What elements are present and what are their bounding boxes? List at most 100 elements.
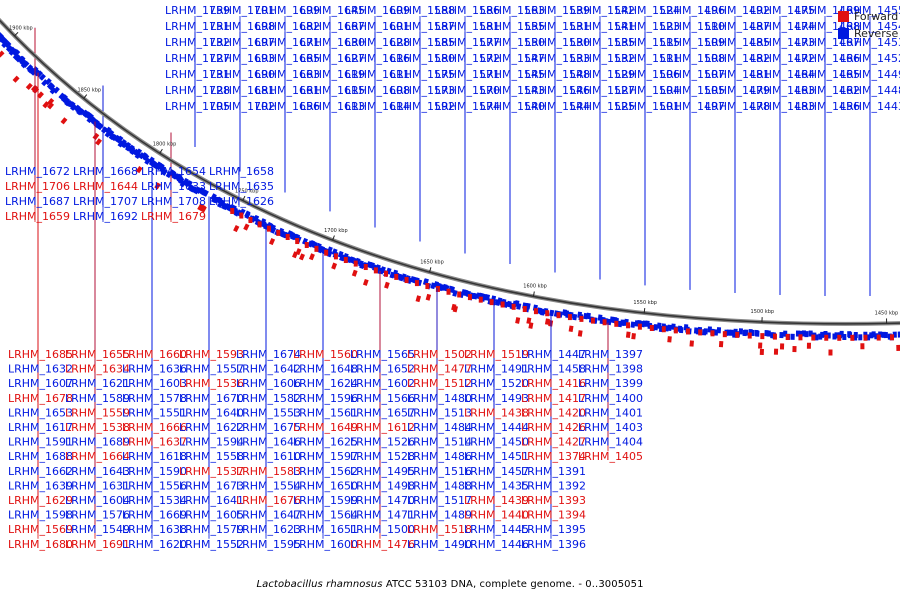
gene-feature [302,237,309,245]
gene-feature [760,333,765,340]
gene-label: LRHM_1549 [65,523,130,536]
gene-label: LRHM_1573 [390,84,455,97]
gene-feature [257,221,262,228]
legend-reverse: Reverse [838,25,898,42]
gene-label: LRHM_1515 [615,36,680,49]
gene-feature [5,45,13,53]
gene-label: LRHM_1647 [236,509,301,522]
gene-feature [169,170,177,178]
gene-feature [60,117,68,125]
gene-feature [679,326,684,334]
gene-label: LRHM_1405 [578,450,643,463]
gene-label: LRHM_1620 [122,538,187,551]
gene-label: LRHM_1682 [255,20,320,33]
gene-label: LRHM_1455 [840,4,900,17]
gene-label: LRHM_1699 [255,4,320,17]
gene-feature [860,343,865,350]
gene-label: LRHM_1622 [179,421,244,434]
gene-feature [189,185,196,193]
gene-feature [614,320,619,327]
gene-label: LRHM_1520 [464,377,529,390]
gene-feature [528,322,534,329]
gene-label: LRHM_1601 [345,20,410,33]
gene-label: LRHM_1505 [660,84,725,97]
gene-feature [798,334,803,341]
gene-feature [268,238,276,246]
gene-label: LRHM_1751 [165,20,230,33]
gene-label: LRHM_1416 [521,377,586,390]
gene-feature [319,245,326,253]
gene-label: LRHM_1576 [65,509,130,522]
gene-feature [295,248,302,256]
gene-feature [68,101,76,109]
gene-feature [890,334,895,341]
gene-label: LRHM_1616 [345,52,410,65]
gene-label: LRHM_1607 [8,377,73,390]
gene-feature [230,207,235,214]
gene-label: LRHM_1531 [525,20,590,33]
gene-feature [26,64,34,72]
gene-label: LRHM_1648 [293,363,358,376]
gene-label: LRHM_1456 [795,100,860,113]
gene-label: LRHM_1452 [840,52,900,65]
coordinate-tick-label: 1650 kbp [420,259,444,265]
gene-label: LRHM_1572 [435,52,500,65]
legend-reverse-label: Reverse [854,27,899,40]
gene-label: LRHM_1581 [435,20,500,33]
gene-feature [129,147,137,156]
gene-feature [661,326,666,333]
gene-label: LRHM_1609 [345,4,410,17]
gene-label: LRHM_1582 [236,392,301,405]
gene-feature [394,273,399,280]
gene-feature [27,66,35,74]
gene-label: LRHM_1556 [122,479,187,492]
gene-label: LRHM_1507 [660,68,725,81]
gene-feature [8,48,16,56]
gene-feature [104,126,112,134]
gene-feature [384,281,390,289]
gene-label: LRHM_1542 [570,4,635,17]
gene-label: LRHM_1644 [73,180,138,193]
gene-label: LRHM_1603 [122,377,187,390]
gene-feature [896,344,900,351]
gene-feature [785,334,790,341]
gene-feature [239,212,244,219]
gene-label: LRHM_1466 [795,52,860,65]
gene-label: LRHM_1685 [8,348,73,361]
gene-feature [577,330,583,337]
gene-label: LRHM_1512 [407,377,472,390]
gene-label: LRHM_1669 [122,509,187,522]
forward-swatch [838,11,849,22]
gene-label: LRHM_1395 [521,523,586,536]
gene-feature [58,92,66,100]
gene-label: LRHM_1701 [210,4,275,17]
gene-feature [25,82,33,90]
gene-label: LRHM_1662 [8,465,73,478]
gene-feature [30,68,38,76]
gene-feature [186,180,193,188]
gene-feature [285,233,290,240]
gene-label: LRHM_1529 [570,68,635,81]
gene-feature [42,101,50,109]
gene-feature [161,168,168,176]
gene-label: LRHM_1559 [65,406,130,419]
gene-label: LRHM_1476 [350,538,415,551]
gene-label: LRHM_1397 [578,348,643,361]
gene-feature [19,58,27,66]
gene-label: LRHM_1617 [8,421,73,434]
gene-label: LRHM_1692 [73,210,138,223]
gene-feature [308,253,315,261]
gene-feature [154,182,161,190]
gene-feature [689,340,694,347]
gene-label: LRHM_1697 [210,36,275,49]
coordinate-tick-label: 1800 kbp [153,142,177,148]
gene-feature [685,328,690,335]
gene-label: LRHM_1591 [8,436,73,449]
gene-label: LRHM_1534 [122,494,187,507]
gene-label: LRHM_1634 [65,363,130,376]
gene-label: LRHM_1652 [350,363,415,376]
gene-feature [73,104,81,112]
gene-label: LRHM_1491 [464,363,529,376]
gene-label: LRHM_1462 [795,84,860,97]
gene-label: LRHM_1497 [660,100,725,113]
